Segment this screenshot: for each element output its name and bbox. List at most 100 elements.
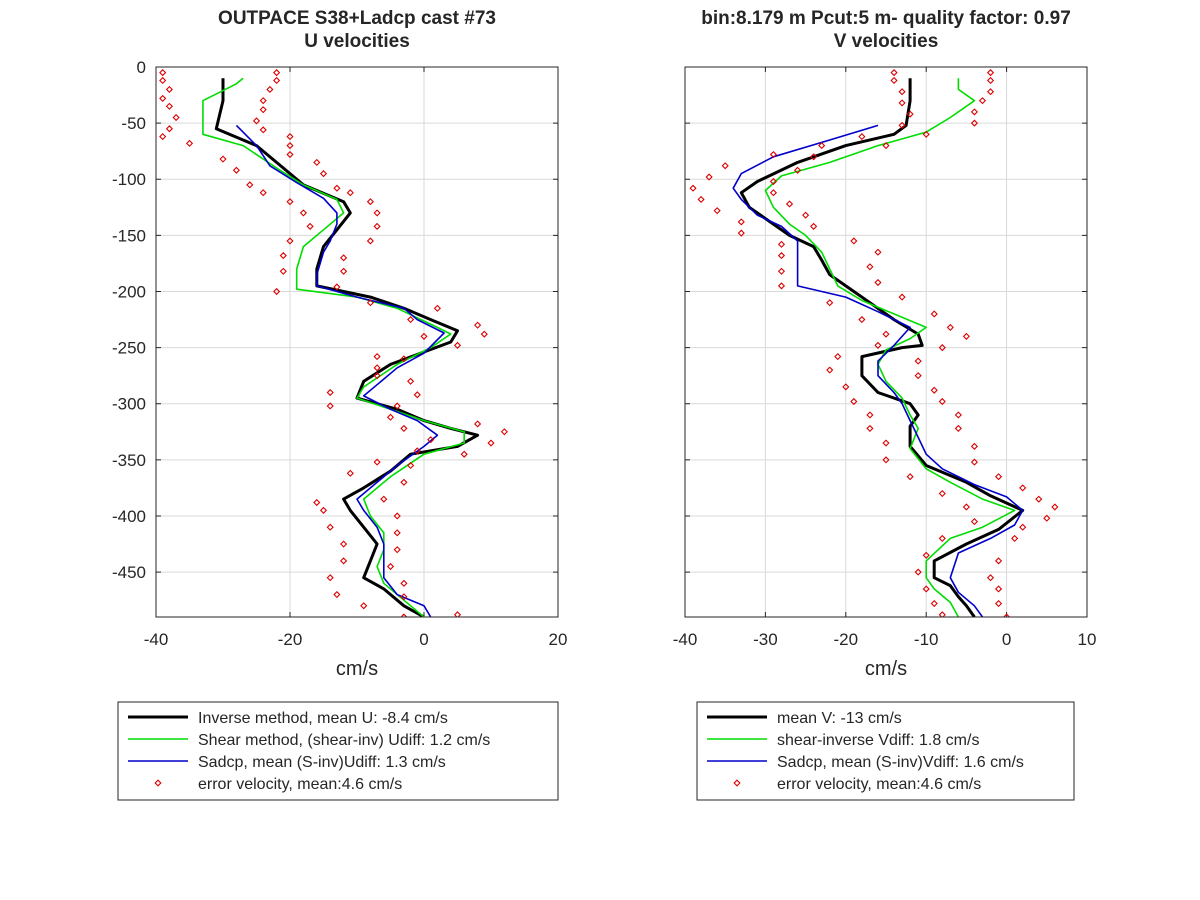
error-velocity-marker-left [938, 534, 946, 543]
error-velocity-marker-right [474, 420, 482, 428]
error-velocity-marker-right [793, 166, 802, 174]
error-velocity-marker-right [333, 184, 341, 192]
error-velocity-marker-left [970, 518, 979, 526]
error-velocity-marker-right [810, 153, 818, 161]
legend-label: Sadcp, mean (S-inv)Udiff: 1.3 cm/s [198, 754, 446, 771]
error-velocity-marker-right [259, 106, 267, 114]
error-velocity-marker-right [994, 599, 1003, 608]
error-velocity-marker-right [970, 458, 979, 466]
error-velocity-marker-left [866, 424, 874, 433]
error-velocity-marker-right [914, 372, 922, 380]
error-velocity-marker-right [930, 310, 938, 318]
plot-marks [159, 69, 508, 617]
error-velocity-marker-left [834, 353, 842, 361]
error-velocity-marker-right [785, 200, 794, 208]
error-velocity-marker-left [906, 110, 914, 118]
error-velocity-marker-left [165, 85, 173, 94]
error-velocity-marker-left [890, 69, 898, 77]
error-velocity-marker-left [400, 355, 408, 363]
error-velocity-marker-left [898, 88, 906, 96]
error-velocity-marker-left [326, 402, 334, 410]
error-velocity-marker-left [319, 506, 328, 514]
y-tick-label: -350 [112, 451, 146, 470]
error-velocity-marker-right [433, 304, 441, 312]
plot-area [156, 67, 558, 617]
error-velocity-marker-left [922, 551, 930, 559]
error-velocity-marker-left [185, 139, 194, 147]
error-velocity-marker-right [1003, 613, 1011, 617]
error-velocity-marker-right [930, 386, 938, 394]
error-velocity-marker-right [319, 170, 328, 178]
error-velocity-marker-left [420, 332, 428, 340]
error-velocity-marker-right [994, 585, 1003, 593]
error-velocity-marker-left [874, 341, 882, 349]
error-velocity-marker-left [413, 447, 421, 455]
error-velocity-marker-right [407, 461, 415, 470]
error-velocity-marker-left [159, 133, 167, 141]
x-tick-label: 10 [1078, 630, 1097, 649]
error-velocity-marker-left [286, 237, 294, 245]
y-tick-label: -450 [112, 563, 146, 582]
error-velocity-marker-left [366, 299, 374, 307]
error-velocity-marker-right [407, 377, 415, 385]
error-velocity-marker-left [914, 568, 922, 576]
chart-title-line: U velocities [304, 31, 410, 52]
error-velocity-marker-right [978, 97, 987, 105]
error-velocity-marker-right [366, 198, 374, 206]
error-velocity-marker-right [333, 283, 341, 291]
error-velocity-marker-left [286, 198, 294, 206]
legend-marker [154, 779, 162, 787]
error-velocity-marker-left [962, 503, 970, 511]
error-velocity-marker-right [954, 411, 962, 419]
error-velocity-marker-left [826, 299, 834, 307]
error-velocity-marker-right [373, 353, 381, 361]
error-velocity-marker-left [697, 195, 705, 204]
error-velocity-marker-right [366, 237, 374, 245]
error-velocity-marker-right [769, 189, 778, 197]
error-velocity-marker-right [266, 85, 274, 94]
error-velocity-marker-left [165, 102, 173, 110]
error-velocity-marker-right [474, 321, 482, 329]
error-velocity-marker-right [453, 341, 462, 349]
error-velocity-marker-right [986, 69, 995, 77]
error-velocity-marker-right [373, 209, 381, 217]
error-velocity-marker-left [279, 267, 287, 275]
y-tick-label: -100 [112, 170, 146, 189]
y-tick-label: -200 [112, 282, 146, 301]
error-velocity-marker-left [930, 599, 938, 608]
error-velocity-marker-left [938, 489, 946, 498]
error-velocity-marker-right [1019, 484, 1027, 492]
x-tick-label: 0 [1002, 630, 1011, 649]
error-velocity-marker-right [393, 529, 401, 537]
error-velocity-marker-right [810, 222, 818, 230]
panel-u: OUTPACE S38+Ladcp cast #73U velocities -4… [112, 8, 567, 801]
error-velocity-marker-left [400, 613, 408, 617]
error-velocity-marker-left [890, 76, 898, 85]
error-velocity-marker-left [159, 76, 167, 85]
error-velocity-marker-left [737, 218, 745, 226]
y-tick-label: 0 [137, 58, 146, 77]
error-velocity-marker-left [373, 458, 381, 466]
error-velocity-marker-right [259, 97, 267, 105]
legend-label: error velocity, mean:4.6 cm/s [198, 776, 402, 793]
error-velocity-marker-right [1011, 534, 1019, 543]
error-velocity-marker-left [842, 383, 850, 391]
error-velocity-marker-left [172, 113, 180, 122]
error-velocity-marker-right [393, 402, 401, 410]
error-velocity-marker-left [858, 315, 866, 324]
y-tick-label: -400 [112, 507, 146, 526]
error-velocity-marker-left [279, 251, 287, 260]
error-velocity-marker-right [413, 391, 421, 399]
error-velocity-marker-left [219, 155, 227, 163]
error-velocity-marker-left [340, 557, 348, 565]
error-velocity-marker-right [986, 88, 995, 96]
error-velocity-marker-right [1043, 514, 1051, 522]
error-velocity-marker-left [777, 240, 786, 248]
legend-label: Inverse method, mean U: -8.4 cm/s [198, 710, 448, 727]
error-velocity-marker-right [954, 424, 962, 433]
error-velocity-marker-left [313, 498, 321, 507]
error-velocity-marker-right [769, 177, 778, 186]
error-velocity-marker-left [159, 69, 167, 77]
error-velocity-marker-left [360, 602, 368, 610]
